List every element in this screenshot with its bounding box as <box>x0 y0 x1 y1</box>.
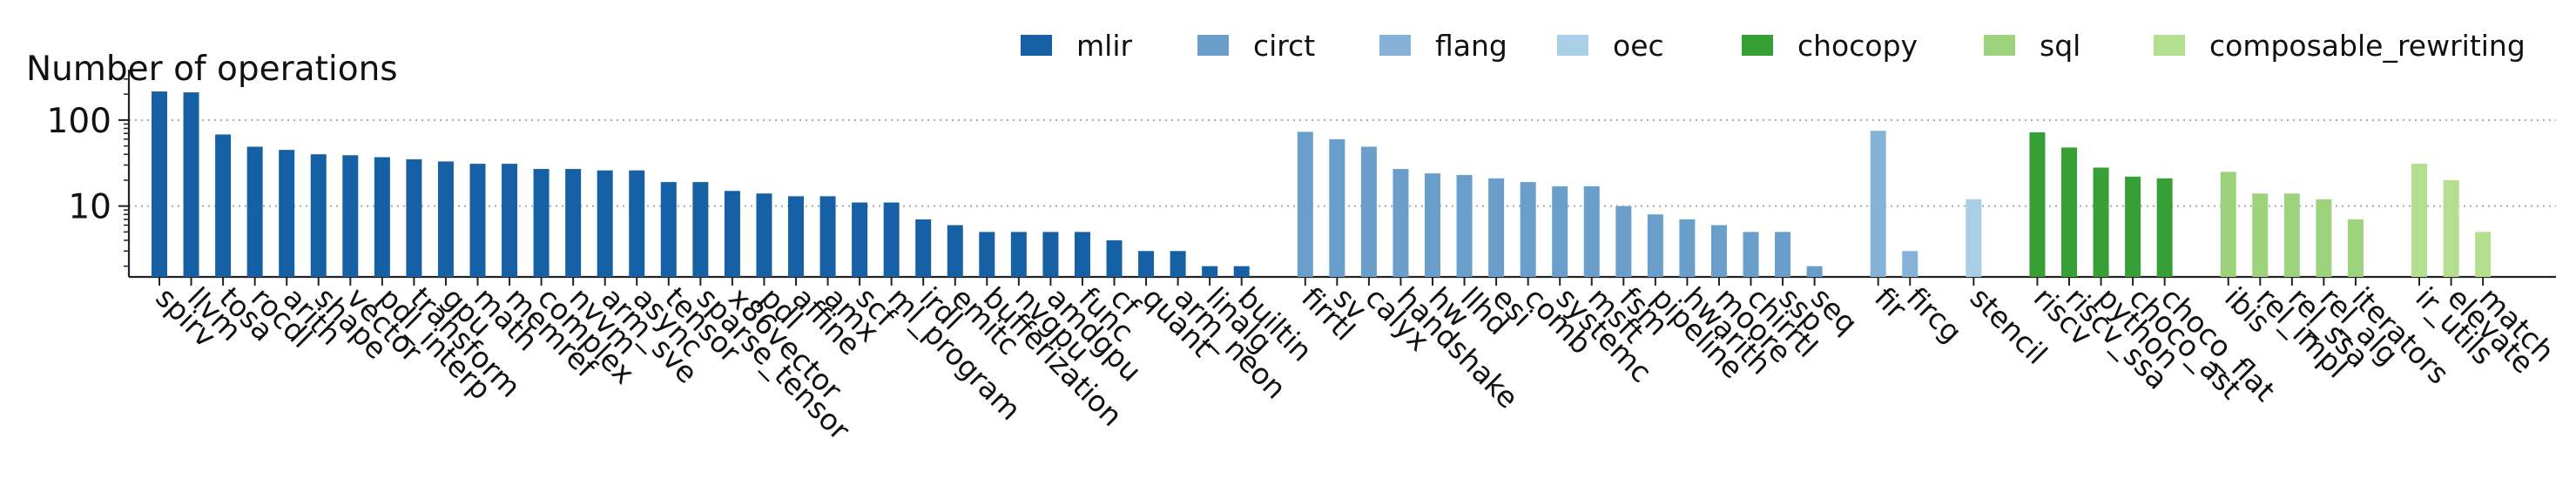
legend-swatch-circt <box>1197 35 1229 56</box>
legend-label-composable-rewriting: composable_rewriting <box>2209 29 2525 63</box>
legend-swatch-composable-rewriting <box>2154 35 2185 56</box>
bar-match <box>2475 232 2492 277</box>
y-tick-label: 10 <box>68 188 111 227</box>
bar-handshake <box>1393 169 1409 277</box>
bar-emitc <box>947 225 963 277</box>
bar-stencil <box>1966 199 1982 277</box>
bar-python <box>2093 167 2109 277</box>
bar-fircg <box>1902 251 1919 277</box>
bar-spirv <box>152 91 167 277</box>
bar-riscv <box>2029 131 2046 277</box>
x-tick-labels: spirvllvmtosarocdlarithshapevectorpdl_in… <box>149 280 2561 447</box>
bar-ir-utils <box>2411 164 2428 277</box>
bar-msft <box>1583 185 1600 277</box>
bar-arm-neon <box>1170 251 1186 277</box>
bar-linalg <box>1202 266 1218 277</box>
bar-ibis <box>2220 172 2236 277</box>
bar-scf <box>852 202 868 277</box>
bar-nvgpu <box>1010 232 1027 277</box>
legend-swatch-mlir <box>1021 35 1052 56</box>
bar-moore <box>1710 225 1727 277</box>
y-axis-label: Number of operations <box>26 50 398 89</box>
bar-esi <box>1488 178 1505 277</box>
bar-x86vector <box>724 191 740 277</box>
bar-hwarith <box>1679 219 1696 277</box>
legend-label-mlir: mlir <box>1076 29 1132 63</box>
bar-pdl <box>756 193 772 277</box>
bar-pipeline <box>1647 214 1663 277</box>
bar-builtin <box>1233 266 1250 277</box>
bar-iterators <box>2347 219 2364 277</box>
bar-async <box>629 170 645 277</box>
bar-shape <box>310 154 327 277</box>
bar-transform <box>406 158 422 277</box>
bar-memref <box>502 164 518 277</box>
bar-comb <box>1520 182 1536 277</box>
bar-llvm <box>183 92 199 277</box>
bar-rocdl <box>246 146 263 277</box>
legend-swatch-oec <box>1557 35 1588 56</box>
bar-arith <box>279 150 295 277</box>
bar-rel-alg <box>2316 199 2332 277</box>
bar-hw <box>1425 173 1440 277</box>
bar-nvvm <box>565 169 582 277</box>
bar-bufferization <box>979 232 995 277</box>
bar-irdl <box>915 219 932 277</box>
bar-amdgpu <box>1042 232 1059 277</box>
bar-func <box>1074 232 1090 277</box>
bar-rel-ssa <box>2283 193 2300 277</box>
bar-affine <box>788 196 804 277</box>
bar-riscv-ssa <box>2061 147 2077 277</box>
y-tick-label: 100 <box>47 102 111 141</box>
legend-swatch-chocopy <box>1742 35 1773 56</box>
bar-fir <box>1870 131 1886 277</box>
legend-label-circt: circt <box>1253 29 1315 63</box>
bar-quant <box>1138 251 1155 277</box>
bar-math <box>469 164 486 277</box>
bar-llhd <box>1456 174 1473 277</box>
bar-arm-sve <box>597 170 613 277</box>
bar-gpu <box>437 161 454 277</box>
legend: mlir circt flang oec chocopy sql composable_re… <box>1021 29 2525 63</box>
bar-tensor <box>660 182 677 277</box>
legend-label-flang: flang <box>1435 29 1507 63</box>
bar-fsm <box>1615 206 1632 277</box>
x-tick-label-fircg: fircg <box>1900 280 1969 349</box>
bar-pdl-interp <box>374 157 390 277</box>
bar-complex <box>533 169 550 277</box>
bars <box>152 91 2492 277</box>
bar-cf <box>1106 239 1123 277</box>
bar-ssp <box>1775 232 1791 277</box>
bar-elevate <box>2443 179 2459 277</box>
bar-choco-flat <box>2156 178 2173 277</box>
legend-swatch-flang <box>1379 35 1411 56</box>
bar-rel-impl <box>2252 193 2269 277</box>
bar-chirrtl <box>1743 232 1759 277</box>
bar-choco-ast <box>2125 176 2141 277</box>
bar-amx <box>819 196 836 277</box>
bar-firrtl <box>1297 131 1313 277</box>
bar-calyx <box>1360 146 1377 277</box>
bar-sv <box>1329 138 1345 277</box>
bar-ml-program <box>883 202 900 277</box>
legend-label-oec: oec <box>1613 29 1664 63</box>
legend-label-chocopy: chocopy <box>1797 29 1918 63</box>
bar-sparse-tensor <box>692 182 709 277</box>
legend-swatch-sql <box>1984 35 2015 56</box>
legend-label-sql: sql <box>2040 29 2080 63</box>
bar-systemc <box>1552 185 1568 277</box>
bar-vector <box>342 155 359 277</box>
bar-seq <box>1806 266 1823 277</box>
bar-tosa <box>215 134 232 277</box>
